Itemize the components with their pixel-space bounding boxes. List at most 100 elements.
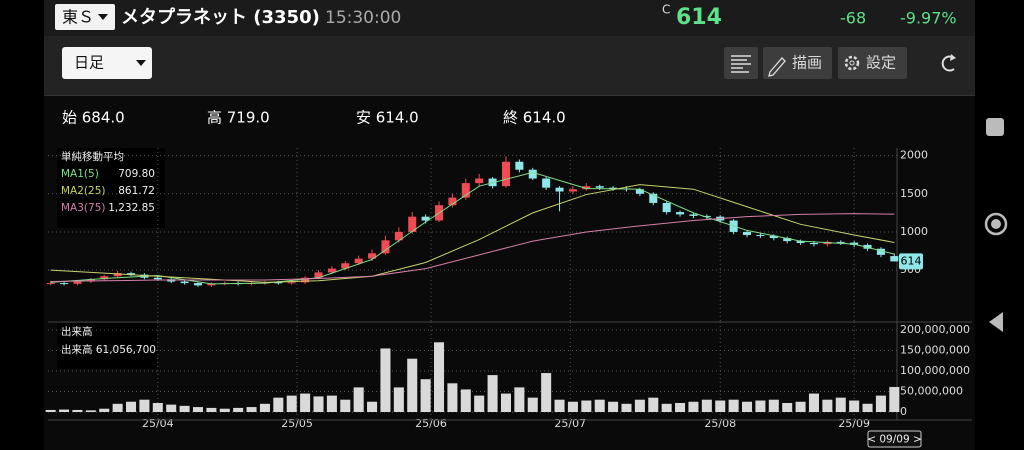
volume-bar xyxy=(206,407,217,413)
volume-bar xyxy=(862,403,873,413)
candle-body xyxy=(153,277,162,280)
header-bar xyxy=(44,0,975,36)
ma-line xyxy=(50,184,895,283)
y-tick-label: 200,000,000 xyxy=(900,323,970,336)
y-tick-label: 50,000,000 xyxy=(900,385,963,398)
volume-bar xyxy=(259,403,270,413)
candle-body xyxy=(368,253,377,259)
candle-body xyxy=(314,272,323,278)
volume-bar xyxy=(380,348,391,413)
nav-recent[interactable] xyxy=(986,118,1004,136)
volume-bar xyxy=(72,409,83,413)
candle-body xyxy=(649,193,658,203)
candle-body xyxy=(595,186,604,188)
ma-line xyxy=(50,213,895,283)
y-tick-label: 150,000,000 xyxy=(900,343,970,356)
volume-bar xyxy=(875,395,886,413)
candle-body xyxy=(113,273,122,277)
volume-bar xyxy=(313,396,324,413)
candle-body xyxy=(193,283,202,286)
volume-bar xyxy=(808,393,819,413)
candle-body xyxy=(783,238,792,242)
volume-bar xyxy=(567,401,578,413)
volume-bar xyxy=(728,399,739,413)
candle-body xyxy=(394,231,403,241)
volume-bar xyxy=(835,397,846,413)
volume-bar xyxy=(634,399,645,413)
candle-body xyxy=(461,183,470,198)
settings-label: 設定 xyxy=(866,54,896,72)
candle-body xyxy=(756,235,765,236)
volume-bar xyxy=(621,403,632,413)
candle-body xyxy=(890,256,899,262)
period-select[interactable] xyxy=(62,47,152,79)
candle-body xyxy=(73,281,82,284)
candle-body xyxy=(274,282,283,284)
candle-body xyxy=(354,258,363,264)
volume-bar xyxy=(581,400,592,413)
ohlc-value: 始 684.0 xyxy=(62,109,125,127)
legend-name: MA2(25) xyxy=(61,185,105,197)
candle-body xyxy=(702,215,711,217)
gear-icon xyxy=(844,55,860,71)
price-flag: C xyxy=(662,3,670,17)
cursor-tag xyxy=(867,430,922,448)
market-select[interactable] xyxy=(55,4,115,30)
volume-bar xyxy=(487,375,498,413)
candle-body xyxy=(555,187,564,192)
volume-bar xyxy=(742,401,753,413)
gear-icon xyxy=(849,60,855,66)
volume-bar xyxy=(822,399,833,413)
draw-button[interactable] xyxy=(763,47,832,79)
ma-legend-box xyxy=(57,148,165,228)
volume-bar xyxy=(661,403,672,413)
volume-bar xyxy=(126,401,137,413)
volume-bar xyxy=(460,389,471,413)
y-tick-label: 0 xyxy=(900,405,907,418)
volume-bar xyxy=(139,399,150,413)
market: 東Ｓ xyxy=(62,8,94,27)
candle-body xyxy=(100,276,109,280)
list-icon xyxy=(731,55,751,73)
legend-value: 709.80 xyxy=(118,168,155,180)
nav-back[interactable] xyxy=(989,312,1003,332)
candle-body xyxy=(381,240,390,254)
volume-bar xyxy=(474,395,485,413)
nav-home[interactable] xyxy=(984,212,1008,236)
settings-button[interactable] xyxy=(838,47,907,79)
legend-value: 1,232.85 xyxy=(108,202,155,214)
change: -68 xyxy=(840,9,866,28)
y-tick-label: 1500 xyxy=(900,187,928,200)
candle-body xyxy=(542,178,551,188)
volume-bar xyxy=(112,403,123,413)
refresh-arrow xyxy=(950,54,956,61)
candle-body xyxy=(662,202,671,213)
nav-home-dot xyxy=(991,219,1001,229)
candle-body xyxy=(796,241,805,244)
price-tag xyxy=(899,253,923,270)
volume-bar xyxy=(420,379,431,413)
volume-bar xyxy=(648,397,659,413)
candle-body xyxy=(609,187,618,189)
change-pct: -9.97% xyxy=(900,9,957,28)
candle-body xyxy=(421,216,430,221)
candle-body xyxy=(60,283,69,285)
volume-bar xyxy=(755,400,766,413)
candle-body xyxy=(809,243,818,245)
dropdown-arrow xyxy=(136,60,146,66)
candle-body xyxy=(689,214,698,216)
candle-body xyxy=(180,281,189,284)
volume-bar xyxy=(594,399,605,413)
time: 15:30:00 xyxy=(325,8,401,28)
volume-bar xyxy=(608,401,619,413)
list-button[interactable] xyxy=(724,47,758,79)
candle-body xyxy=(46,283,55,285)
legend-name: MA3(75) xyxy=(61,202,105,214)
candle-body xyxy=(528,169,537,179)
volume-bar xyxy=(393,387,404,413)
refresh-icon[interactable] xyxy=(941,55,955,72)
draw-label: 描画 xyxy=(792,54,822,72)
candle-body xyxy=(341,263,350,269)
volume-bar xyxy=(233,407,244,413)
